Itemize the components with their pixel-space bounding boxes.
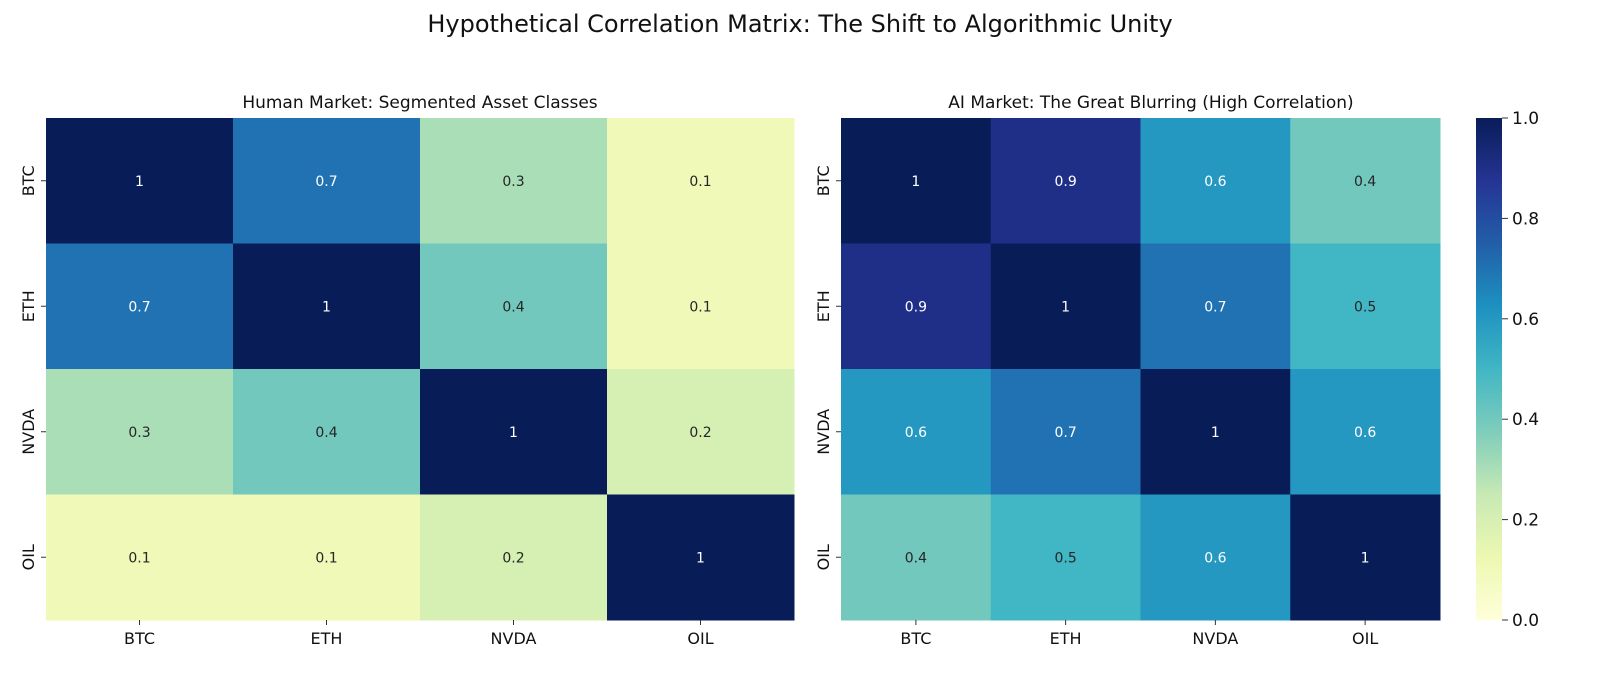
heatmap-cell <box>990 243 1141 370</box>
heatmap-cell <box>233 494 421 621</box>
x-tick-label: OIL <box>1352 629 1378 648</box>
colorbar-tick-label: 0.4 <box>1512 410 1539 430</box>
cell-value-label: 0.5 <box>1354 299 1376 315</box>
cell-value-label: 0.2 <box>502 550 524 566</box>
colorbar-tick-label: 1.0 <box>1512 109 1539 129</box>
heatmap-cell <box>46 118 234 244</box>
x-tick-label: BTC <box>900 629 931 648</box>
x-tick-label: OIL <box>687 629 713 648</box>
x-tick-label: NVDA <box>491 629 537 648</box>
cell-value-label: 1 <box>1211 425 1220 441</box>
heatmap-cell <box>841 494 992 621</box>
heatmap-cell <box>233 243 421 370</box>
x-tick-label: BTC <box>124 629 155 648</box>
heatmap-cell <box>233 369 421 495</box>
colorbar-tick-label: 0.6 <box>1512 310 1539 330</box>
y-tick-label: BTC <box>814 165 833 196</box>
y-tick-label: ETH <box>814 290 833 322</box>
cell-value-label: 1 <box>509 425 518 441</box>
heatmap-cell <box>1140 494 1291 621</box>
heatmap-cell <box>607 118 795 244</box>
heatmap-cell <box>1290 118 1441 244</box>
cell-value-label: 0.9 <box>1054 174 1076 190</box>
cell-value-label: 1 <box>911 174 920 190</box>
cell-value-label: 0.3 <box>128 425 150 441</box>
cell-value-label: 1 <box>1361 550 1370 566</box>
heatmap-cell <box>1140 369 1291 495</box>
cell-value-label: 0.7 <box>1204 299 1226 315</box>
cell-value-label: 0.1 <box>128 550 150 566</box>
heatmap-cell <box>420 118 608 244</box>
y-tick-label: OIL <box>814 544 833 570</box>
cell-value-label: 0.4 <box>905 550 927 566</box>
cell-value-label: 0.6 <box>1204 550 1226 566</box>
cell-value-label: 0.5 <box>1054 550 1076 566</box>
y-tick-label: NVDA <box>814 409 833 455</box>
heatmap-cell <box>46 494 234 621</box>
figure-title: Hypothetical Correlation Matrix: The Shi… <box>427 10 1172 38</box>
cell-value-label: 0.1 <box>315 550 337 566</box>
heatmap-cell <box>1290 494 1441 621</box>
y-tick-label: OIL <box>19 544 38 570</box>
heatmap-cell <box>990 118 1141 244</box>
heatmap-cell <box>1290 369 1441 495</box>
cell-value-label: 0.6 <box>1204 174 1226 190</box>
heatmap-cell <box>46 369 234 495</box>
y-tick-label: BTC <box>19 165 38 196</box>
cell-value-label: 1 <box>696 550 705 566</box>
heatmap-human-market: Human Market: Segmented Asset Classes 1 0… <box>19 93 795 648</box>
colorbar: 0.0 0.2 0.4 0.6 0.8 1.0 <box>1476 109 1539 631</box>
heatmap-cell <box>420 369 608 495</box>
cell-value-label: 0.3 <box>502 174 524 190</box>
cell-value-label: 0.1 <box>689 299 711 315</box>
heatmap-cell <box>990 494 1141 621</box>
cell-value-label: 0.7 <box>1054 425 1076 441</box>
cell-value-label: 1 <box>1061 299 1070 315</box>
cell-value-label: 0.1 <box>689 174 711 190</box>
colorbar-gradient <box>1476 118 1502 620</box>
cell-value-label: 0.7 <box>315 174 337 190</box>
cell-value-label: 0.7 <box>128 299 150 315</box>
heatmap-title: Human Market: Segmented Asset Classes <box>242 93 597 113</box>
heatmap-cell <box>841 243 992 370</box>
heatmap-cell <box>607 369 795 495</box>
y-tick-label: ETH <box>19 290 38 322</box>
heatmap-cell <box>607 494 795 621</box>
heatmap-ai-market: AI Market: The Great Blurring (High Corr… <box>814 93 1441 648</box>
heatmap-cell <box>1140 243 1291 370</box>
heatmap-cell <box>420 243 608 370</box>
heatmap-cell <box>841 118 992 244</box>
cell-value-label: 0.2 <box>689 425 711 441</box>
colorbar-tick-label: 0.8 <box>1512 209 1539 229</box>
heatmap-cell <box>841 369 992 495</box>
heatmap-cell <box>420 494 608 621</box>
x-tick-label: NVDA <box>1192 629 1238 648</box>
x-tick-label: ETH <box>1050 629 1082 648</box>
cell-value-label: 1 <box>135 174 144 190</box>
cell-value-label: 0.4 <box>315 425 337 441</box>
heatmap-cell <box>607 243 795 370</box>
heatmap-cell <box>990 369 1141 495</box>
cell-value-label: 0.9 <box>905 299 927 315</box>
cell-value-label: 0.4 <box>1354 174 1376 190</box>
y-tick-label: NVDA <box>19 409 38 455</box>
cell-value-label: 0.4 <box>502 299 524 315</box>
heatmap-cell <box>1290 243 1441 370</box>
cell-value-label: 0.6 <box>1354 425 1376 441</box>
heatmap-title: AI Market: The Great Blurring (High Corr… <box>948 93 1353 113</box>
colorbar-tick-label: 0.2 <box>1512 511 1539 531</box>
cell-value-label: 1 <box>322 299 331 315</box>
heatmap-cell <box>233 118 421 244</box>
colorbar-tick-label: 0.0 <box>1512 611 1539 631</box>
x-tick-label: ETH <box>311 629 343 648</box>
heatmap-cell <box>46 243 234 370</box>
heatmap-cell <box>1140 118 1291 244</box>
cell-value-label: 0.6 <box>905 425 927 441</box>
